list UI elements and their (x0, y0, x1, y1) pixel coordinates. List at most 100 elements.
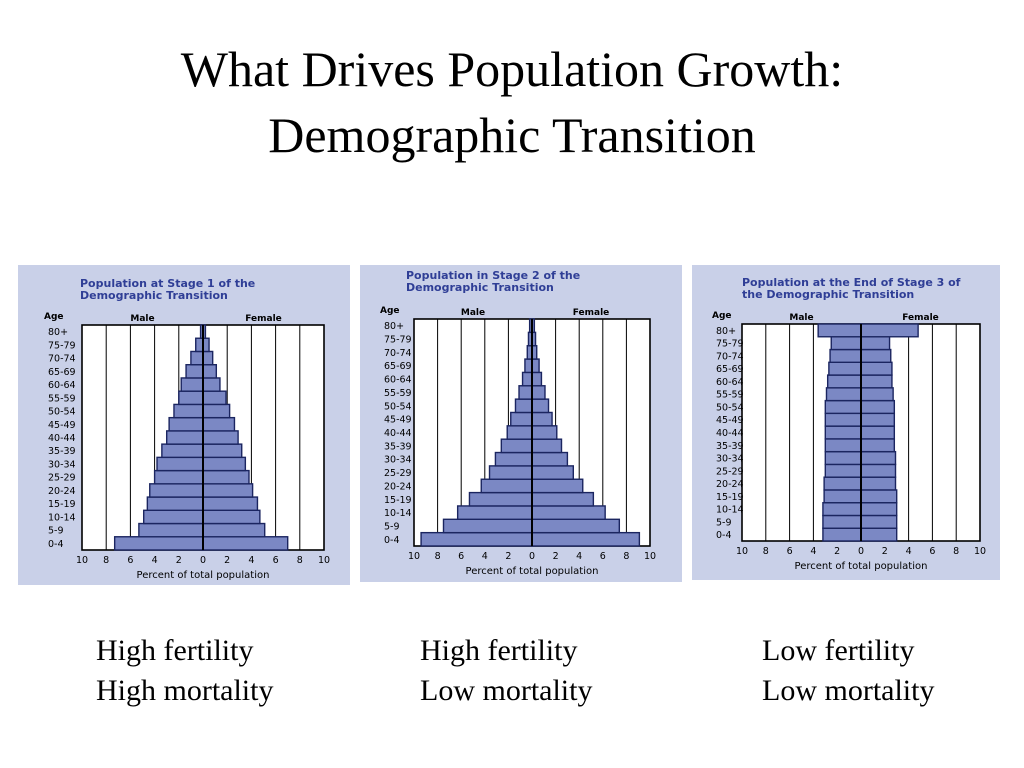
female-bar (860, 374, 893, 389)
caption-stage-3: Low fertility Low mortality (762, 631, 934, 711)
age-group-label: 25-29 (384, 468, 412, 479)
x-tick-label: 2 (224, 555, 230, 566)
age-group-label: 75-79 (48, 340, 76, 351)
age-group-label: 20-24 (384, 481, 412, 492)
age-group-label: 50-54 (48, 407, 76, 418)
male-bar (823, 489, 862, 504)
caption-mortality: High mortality (96, 674, 274, 707)
age-group-label: 70-74 (48, 354, 76, 365)
female-bar (860, 348, 892, 363)
slide-title-line-1: What Drives Population Growth: (180, 41, 844, 97)
age-group-label: 20-24 (716, 479, 744, 490)
male-bar (500, 438, 533, 454)
caption-mortality: Low mortality (420, 674, 593, 707)
pyramid-chart: Population at Stage 1 of theDemographic … (44, 277, 330, 581)
male-bar (178, 390, 204, 406)
female-bar (202, 416, 236, 432)
x-tick-label: 4 (248, 555, 254, 566)
age-group-label: 65-69 (384, 361, 412, 372)
caption-stage-2: High fertility Low mortality (420, 631, 592, 711)
male-bar (185, 364, 204, 379)
female-bar (202, 430, 239, 445)
female-bar (531, 425, 558, 440)
male-label: Male (130, 314, 154, 324)
x-tick-label: 10 (974, 546, 986, 557)
female-bar (202, 403, 231, 419)
x-tick-label: 0 (858, 546, 864, 557)
age-group-label: 30-34 (48, 459, 76, 470)
female-bar (531, 438, 563, 454)
age-group-label: 40-44 (384, 428, 412, 439)
male-bar (822, 527, 862, 542)
age-group-label: 25-29 (716, 466, 744, 477)
x-tick-label: 10 (318, 555, 330, 566)
male-bar (420, 531, 533, 547)
male-bar (824, 425, 862, 440)
x-tick-label: 0 (529, 551, 535, 562)
female-bar (860, 476, 897, 491)
male-bar (524, 358, 533, 374)
x-tick-label: 8 (435, 551, 441, 562)
female-bar (202, 483, 254, 498)
age-group-label: 15-19 (384, 495, 412, 506)
male-bar (826, 374, 862, 389)
male-bar (165, 430, 204, 445)
age-group-label: 15-19 (48, 499, 76, 510)
female-bar (860, 323, 919, 338)
female-bar (531, 478, 584, 494)
male-bar (824, 438, 862, 453)
male-bar (506, 425, 533, 440)
age-group-label: 80+ (716, 326, 736, 337)
female-bar (531, 505, 606, 520)
female-bar (860, 336, 891, 351)
chart-title-line-1: Population at Stage 1 of the (80, 277, 255, 290)
male-label: Male (461, 308, 485, 318)
caption-fertility: Low fertility (762, 634, 915, 667)
male-bar (521, 371, 533, 387)
female-bar (860, 502, 898, 517)
female-bar (531, 411, 553, 427)
x-tick-label: 10 (644, 551, 656, 562)
male-bar (824, 412, 862, 427)
male-bar (168, 416, 204, 432)
chart-title-line-1: Population at the End of Stage 3 of (742, 276, 961, 289)
female-bar (860, 489, 898, 504)
male-bar (829, 348, 862, 363)
female-bar (860, 399, 896, 415)
male-bar (514, 398, 533, 414)
female-bar (531, 371, 543, 387)
age-group-label: 35-39 (48, 446, 76, 457)
x-tick-label: 10 (408, 551, 420, 562)
male-bar (494, 451, 533, 467)
x-tick-label: 2 (553, 551, 559, 562)
male-bar (510, 411, 533, 427)
female-bar (202, 536, 289, 551)
age-group-label: 10-14 (384, 508, 412, 519)
female-bar (860, 514, 898, 529)
x-axis-title: Percent of total population (466, 566, 599, 577)
age-group-label: 80+ (48, 327, 68, 338)
x-tick-label: 4 (152, 555, 158, 566)
pyramid-chart: Population in Stage 2 of theDemographic … (380, 269, 656, 577)
male-bar (138, 522, 204, 538)
female-bar (202, 522, 266, 538)
slide-title: What Drives Population Growth: Demograph… (0, 36, 1024, 168)
female-bar (860, 438, 896, 453)
male-bar (824, 463, 862, 478)
age-group-label: 30-34 (384, 455, 412, 466)
age-group-label: 75-79 (384, 335, 412, 346)
x-tick-label: 2 (505, 551, 511, 562)
x-tick-label: 0 (200, 555, 206, 566)
female-label: Female (573, 308, 610, 318)
age-group-label: 5-9 (384, 521, 400, 532)
female-bar (531, 451, 569, 467)
female-bar (531, 465, 574, 480)
male-bar (156, 456, 204, 472)
female-bar (202, 509, 261, 525)
male-bar (442, 518, 533, 534)
x-tick-label: 10 (76, 555, 88, 566)
male-bar (825, 387, 862, 402)
female-bar (860, 425, 896, 440)
age-group-label: 70-74 (716, 351, 744, 362)
